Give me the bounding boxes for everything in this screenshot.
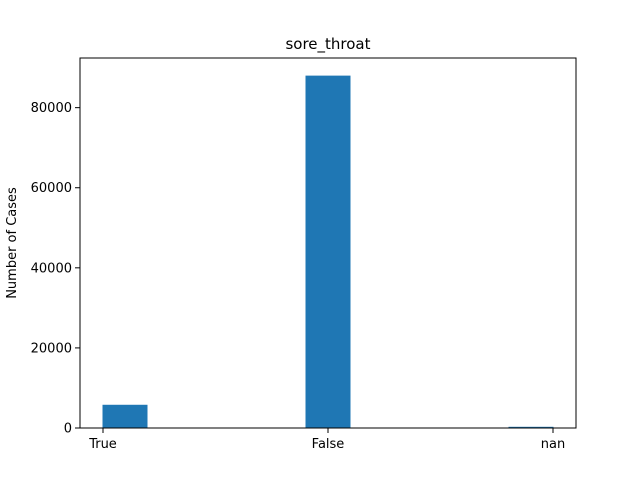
bar-true xyxy=(102,404,148,428)
y-tick-label: 80000 xyxy=(31,101,72,116)
bar-false xyxy=(305,75,351,428)
y-tick-label: 60000 xyxy=(31,181,72,196)
chart-title: sore_throat xyxy=(285,35,370,54)
bar-nan xyxy=(508,426,554,428)
x-tick-label: nan xyxy=(541,437,565,452)
plot-frame xyxy=(79,57,577,429)
x-tick-label: True xyxy=(88,437,117,452)
y-tick-label: 0 xyxy=(64,422,72,437)
y-ticks-layer: 0 20000 40000 60000 80000 xyxy=(31,101,80,437)
y-tick-label: 40000 xyxy=(31,261,72,276)
x-tick-label: False xyxy=(312,437,345,452)
y-axis-title: Number of Cases xyxy=(5,187,20,299)
x-ticks-layer: True False nan xyxy=(88,428,565,452)
bars-layer xyxy=(102,75,554,428)
y-tick-label: 20000 xyxy=(31,341,72,356)
